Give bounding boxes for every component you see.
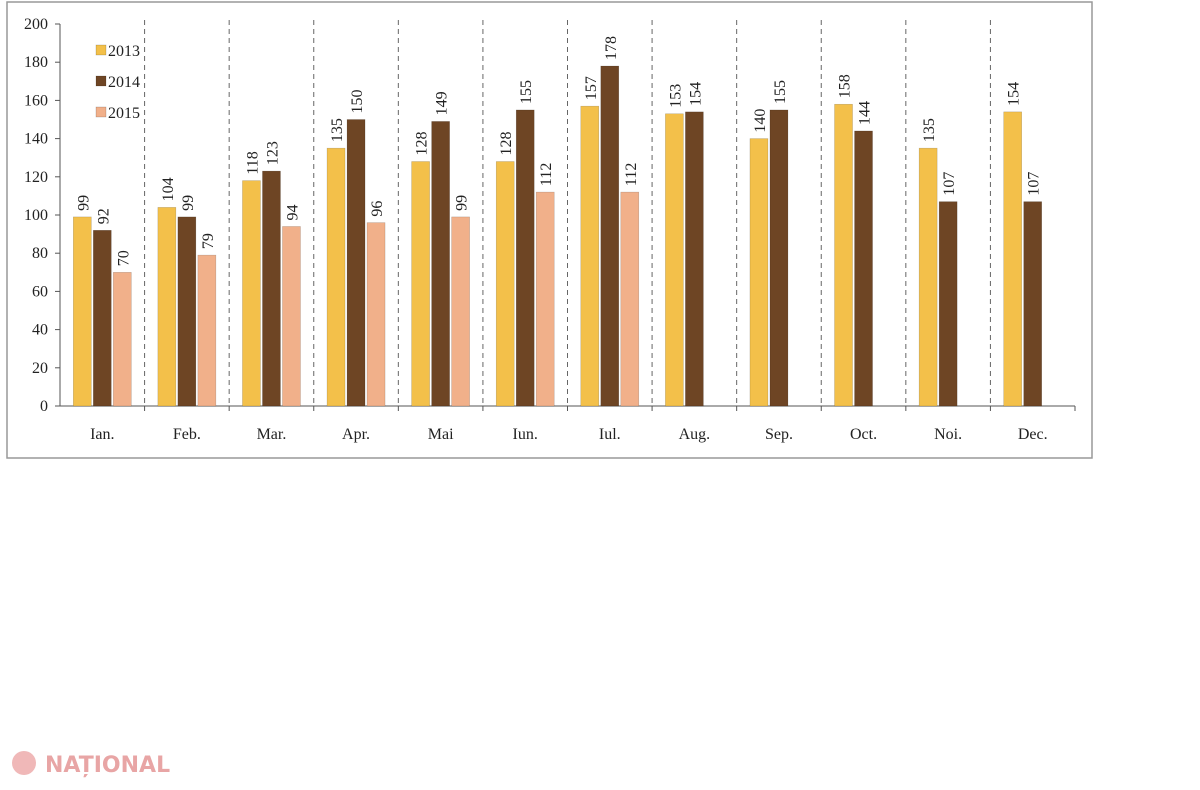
x-tick-label: Iul.: [599, 426, 621, 443]
data-label: 135: [921, 118, 938, 142]
data-label: 99: [180, 195, 197, 211]
x-tick-label: Oct.: [850, 426, 877, 443]
data-label: 96: [369, 201, 386, 217]
y-tick-label: 200: [24, 16, 48, 33]
bar: [938, 201, 958, 407]
y-tick-label: 180: [24, 54, 48, 71]
bar: [113, 272, 132, 407]
data-label: 123: [264, 141, 281, 165]
bar: [1003, 111, 1022, 407]
bar: [600, 65, 620, 407]
data-label: 99: [75, 195, 92, 211]
legend-label: 2014: [108, 74, 140, 91]
bar: [451, 216, 470, 407]
bar: [749, 138, 769, 407]
x-tick-label: Noi.: [934, 426, 962, 443]
bar: [326, 147, 346, 407]
data-label: 99: [454, 195, 471, 211]
bar: [495, 161, 515, 407]
watermark: NAȚIONAL: [45, 753, 170, 778]
y-tick-label: 140: [24, 131, 48, 148]
bar: [854, 130, 873, 407]
data-label: 155: [518, 80, 535, 104]
bar: [197, 254, 217, 407]
bar: [73, 216, 92, 407]
data-label: 118: [244, 151, 261, 174]
y-tick-label: 80: [32, 245, 48, 262]
bar: [918, 147, 938, 407]
bar: [515, 109, 535, 407]
bar: [620, 191, 640, 407]
bar: [346, 119, 366, 407]
data-label: 128: [414, 132, 431, 156]
legend-label: 2015: [108, 105, 140, 122]
bar: [366, 222, 386, 407]
data-label: 155: [772, 80, 789, 104]
bar: [1023, 201, 1042, 407]
data-label: 92: [95, 208, 112, 224]
data-label: 104: [160, 177, 177, 201]
logo-icon: [12, 751, 36, 775]
legend-swatch: [95, 75, 107, 87]
y-tick-label: 0: [40, 398, 48, 415]
data-label: 150: [349, 90, 366, 114]
bar: [535, 191, 555, 407]
data-label: 144: [857, 101, 874, 125]
x-tick-label: Mar.: [257, 426, 287, 443]
bar: [242, 180, 261, 407]
bar: [411, 161, 430, 407]
data-label: 94: [284, 204, 301, 220]
data-label: 178: [603, 36, 620, 60]
x-tick-label: Dec.: [1018, 426, 1048, 443]
data-label: 135: [329, 118, 346, 142]
data-label: 153: [667, 84, 684, 108]
bar: [262, 170, 281, 407]
y-tick-label: 160: [24, 92, 48, 109]
bar: [177, 216, 197, 407]
y-tick-label: 40: [32, 322, 48, 339]
bar: [282, 226, 301, 407]
data-label: 107: [1026, 172, 1043, 196]
data-label: 158: [837, 74, 854, 98]
bar: [769, 109, 789, 407]
bar: [685, 111, 704, 407]
bar: [580, 105, 600, 407]
x-tick-label: Ian.: [90, 426, 114, 443]
data-label: 70: [115, 250, 132, 266]
legend-label: 2013: [108, 43, 140, 60]
legend-swatch: [95, 106, 107, 118]
x-tick-label: Feb.: [173, 426, 201, 443]
data-label: 149: [434, 91, 451, 115]
data-label: 154: [687, 82, 704, 106]
bar: [665, 113, 684, 407]
bar: [834, 103, 853, 407]
data-label: 112: [538, 163, 555, 186]
data-label: 128: [498, 132, 515, 156]
data-label: 112: [623, 163, 640, 186]
y-tick-label: 20: [32, 360, 48, 377]
data-label: 107: [941, 172, 958, 196]
x-tick-label: Aug.: [679, 426, 711, 443]
legend-swatch: [95, 44, 107, 56]
data-label: 140: [752, 109, 769, 133]
x-tick-label: Sep.: [765, 426, 793, 443]
x-tick-label: Apr.: [342, 426, 370, 443]
y-tick-label: 60: [32, 283, 48, 300]
y-tick-label: 120: [24, 169, 48, 186]
data-label: 157: [583, 76, 600, 100]
bar: [93, 230, 112, 407]
bar: [157, 207, 177, 407]
bar: [431, 121, 450, 407]
x-tick-label: Iun.: [513, 426, 538, 443]
y-tick-label: 100: [24, 207, 48, 224]
data-label: 79: [200, 233, 217, 249]
x-tick-label: Mai: [428, 426, 454, 443]
data-label: 154: [1006, 82, 1023, 106]
